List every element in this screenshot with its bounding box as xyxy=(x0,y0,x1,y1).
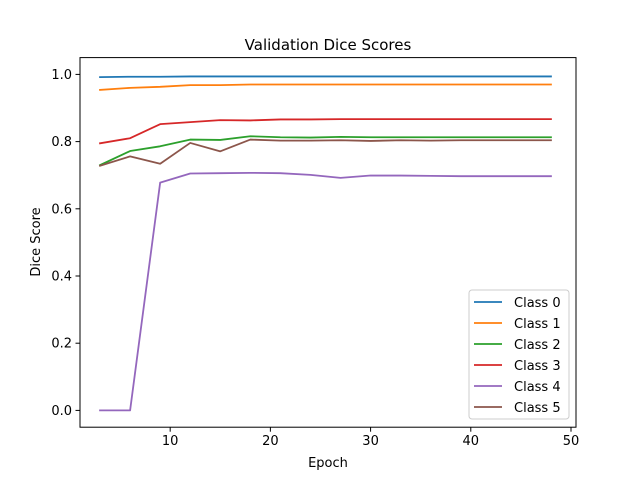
y-tick-label-0.4: 0.4 xyxy=(51,270,72,285)
y-axis: 0.0 0.2 0.4 0.6 0.8 1.0 xyxy=(51,68,80,419)
legend-label-class-0: Class 0 xyxy=(514,296,561,311)
series-line-class-3 xyxy=(99,118,552,145)
y-tick-label-0.8: 0.8 xyxy=(51,135,72,150)
x-axis-label: Epoch xyxy=(308,456,348,471)
x-tick-label-20: 20 xyxy=(262,434,279,449)
x-axis: 10 20 30 40 50 xyxy=(162,427,579,449)
x-tick-label-10: 10 xyxy=(162,434,179,449)
series-line-class-1 xyxy=(99,83,552,91)
x-tick-label-30: 30 xyxy=(362,434,379,449)
legend-label-class-3: Class 3 xyxy=(514,359,561,374)
y-tick-label-0.0: 0.0 xyxy=(51,404,72,419)
x-tick-label-50: 50 xyxy=(563,434,580,449)
series-line-class-4 xyxy=(99,171,552,412)
y-axis-label: Dice Score xyxy=(29,207,44,276)
y-tick-label-1.0: 1.0 xyxy=(51,68,72,83)
y-tick-label-0.2: 0.2 xyxy=(51,337,72,352)
x-tick-label-40: 40 xyxy=(463,434,480,449)
legend-label-class-5: Class 5 xyxy=(514,401,561,416)
legend-label-class-4: Class 4 xyxy=(514,380,561,395)
series-line-class-2 xyxy=(98,135,552,167)
plot-frame xyxy=(79,57,577,428)
chart-title: Validation Dice Scores xyxy=(245,36,412,54)
series-line-class-0 xyxy=(99,75,552,79)
legend-label-class-1: Class 1 xyxy=(514,317,561,332)
legend-label-class-2: Class 2 xyxy=(514,338,561,353)
y-tick-label-0.6: 0.6 xyxy=(51,202,72,217)
legend: Class 0 Class 1 Class 2 Class 3 Class 4 Class… xyxy=(468,289,570,420)
series-layer xyxy=(98,75,552,412)
series-line-class-5 xyxy=(98,138,552,167)
